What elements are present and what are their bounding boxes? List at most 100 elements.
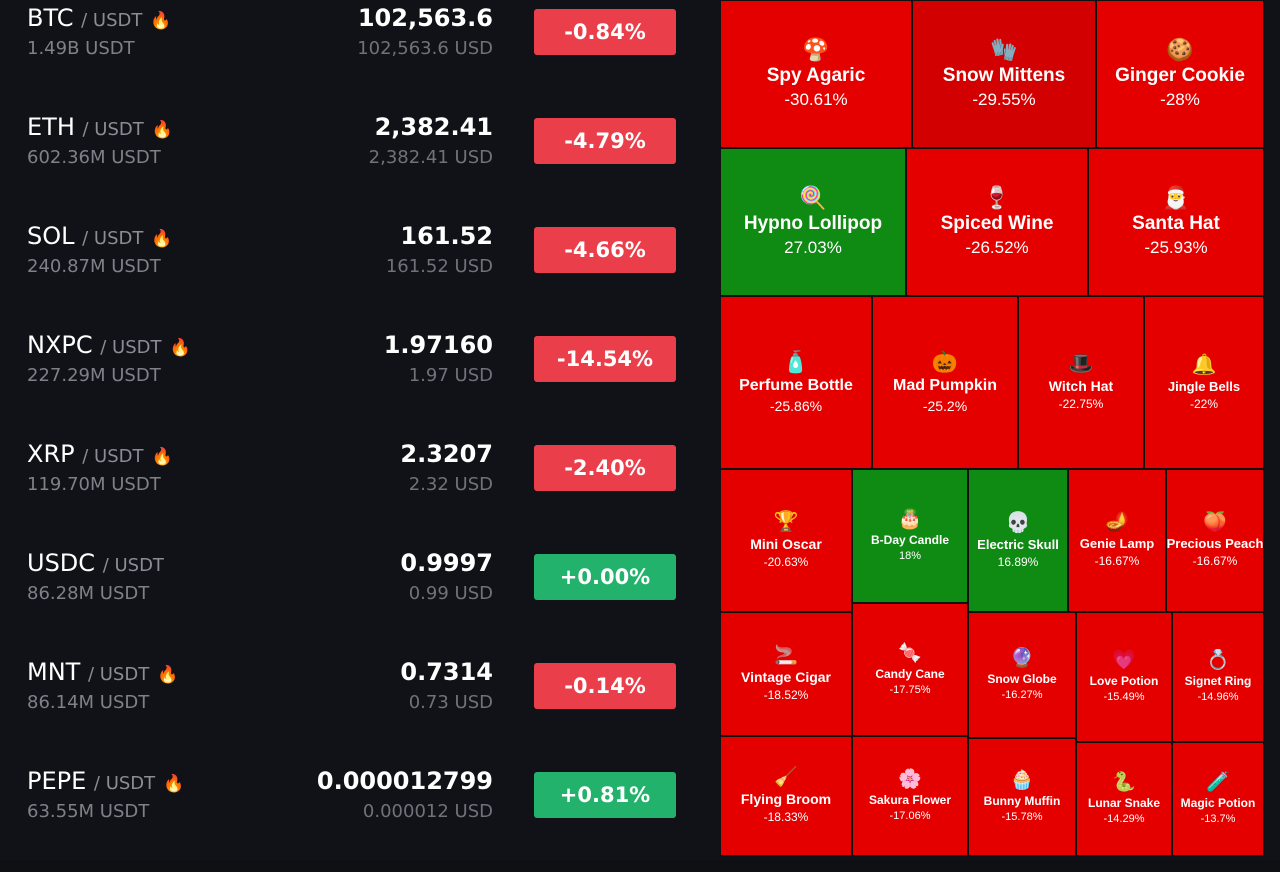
tile-name: Perfume Bottle <box>739 376 853 394</box>
heatmap-tile[interactable]: 🧴 Perfume Bottle -25.86% <box>720 296 872 469</box>
price-usd: 2,382.41 USD <box>368 147 493 168</box>
santa-hat-icon: 🎅 <box>1162 184 1190 210</box>
heatmap-tile[interactable]: 💀 Electric Skull 16.89% <box>968 469 1068 612</box>
price-usd: 1.97 USD <box>408 365 493 386</box>
last-price: 0.7314 <box>400 658 493 686</box>
base-symbol: MNT <box>27 658 81 686</box>
market-row-pepe[interactable]: PEPE / USDT 🔥 63.55M USDT 0.000012799 0.0… <box>0 763 700 872</box>
snow-globe-icon: 🔮 <box>1010 648 1034 669</box>
heatmap-tile[interactable]: 🍑 Precious Peach -16.67% <box>1166 469 1264 612</box>
tile-change: -16.67% <box>1192 554 1238 568</box>
fire-icon: 🔥 <box>169 338 191 358</box>
tile-change: -14.96% <box>1197 691 1239 703</box>
change-badge[interactable]: -4.66% <box>534 227 676 273</box>
change-badge[interactable]: -2.40% <box>534 445 676 491</box>
last-price: 1.97160 <box>383 331 493 359</box>
heatmap-tile[interactable]: 🌸 Sakura Flower -17.06% <box>852 736 968 856</box>
base-symbol: SOL <box>27 222 75 250</box>
heatmap-tile[interactable]: 🪔 Genie Lamp -16.67% <box>1068 469 1166 612</box>
price-usd: 102,563.6 USD <box>357 38 493 59</box>
fire-icon: 🔥 <box>150 11 172 31</box>
heatmap-tile[interactable]: 🐍 Lunar Snake -14.29% <box>1076 742 1172 856</box>
heatmap-tile[interactable]: 🔔 Jingle Bells -22% <box>1144 296 1264 469</box>
tile-name: Vintage Cigar <box>741 669 831 685</box>
birthday-cake-icon: 🎂 <box>898 509 922 530</box>
change-badge[interactable]: +0.81% <box>534 772 676 818</box>
genie-lamp-icon: 🪔 <box>1105 512 1129 533</box>
price-usd: 0.99 USD <box>408 583 493 604</box>
price-usd: 0.000012 USD <box>362 801 493 822</box>
tile-change: -15.49% <box>1103 691 1145 703</box>
heatmap-tile[interactable]: 🎂 B-Day Candle 18% <box>852 469 968 603</box>
tile-name: Snow Mittens <box>942 64 1066 86</box>
heatmap-tile[interactable]: 🍪 Ginger Cookie -28% <box>1096 0 1264 148</box>
pair-label: NXPC / USDT 🔥 <box>27 331 191 359</box>
heatmap-tile[interactable]: 🧁 Bunny Muffin -15.78% <box>968 738 1076 856</box>
heatmap-tile[interactable]: 🏆 Mini Oscar -20.63% <box>720 469 852 612</box>
cigar-icon: 🚬 <box>774 645 798 666</box>
market-row-eth[interactable]: ETH / USDT 🔥 602.36M USDT 2,382.41 2,382.… <box>0 109 700 218</box>
market-row-xrp[interactable]: XRP / USDT 🔥 119.70M USDT 2.3207 2.32 USD… <box>0 436 700 545</box>
heatmap-tile[interactable]: 🧪 Magic Potion -13.7% <box>1172 742 1264 856</box>
tile-change: -16.27% <box>1001 689 1043 701</box>
last-price: 161.52 <box>400 222 493 250</box>
broom-icon: 🧹 <box>774 767 798 788</box>
gingerbread-icon: 🍪 <box>1166 36 1194 62</box>
market-row-nxpc[interactable]: NXPC / USDT 🔥 227.29M USDT 1.97160 1.97 U… <box>0 327 700 436</box>
tile-change: -14.29% <box>1103 813 1145 825</box>
market-row-sol[interactable]: SOL / USDT 🔥 240.87M USDT 161.52 161.52 U… <box>0 218 700 327</box>
tile-name: Mad Pumpkin <box>892 376 997 394</box>
tile-name: Precious Peach <box>1166 536 1264 551</box>
heatmap-tile[interactable]: 🎩 Witch Hat -22.75% <box>1018 296 1144 469</box>
tile-change: -25.93% <box>1144 237 1208 257</box>
tile-name: Mini Oscar <box>750 536 822 552</box>
base-symbol: PEPE <box>27 767 87 795</box>
pair-label: SOL / USDT 🔥 <box>27 222 173 250</box>
fire-icon: 🔥 <box>157 665 179 685</box>
heatmap-tile[interactable]: 🍷 Spiced Wine -26.52% <box>906 148 1088 296</box>
volume-label: 86.28M USDT <box>27 583 150 604</box>
pair-label: XRP / USDT 🔥 <box>27 440 173 468</box>
tile-name: Lunar Snake <box>1087 796 1161 810</box>
volume-label: 119.70M USDT <box>27 474 161 495</box>
base-symbol: ETH <box>27 113 75 141</box>
wine-glass-icon: 🍷 <box>983 184 1011 210</box>
change-badge[interactable]: +0.00% <box>534 554 676 600</box>
tile-name: Bunny Muffin <box>983 794 1061 808</box>
pumpkin-icon: 🎃 <box>931 350 959 374</box>
tile-change: -17.06% <box>889 810 931 822</box>
lollipop-icon: 🍭 <box>799 184 827 210</box>
last-price: 102,563.6 <box>357 4 493 32</box>
market-row-usdc[interactable]: USDC / USDT 86.28M USDT 0.9997 0.99 USD … <box>0 545 700 654</box>
bells-icon: 🔔 <box>1191 353 1217 376</box>
tile-name: Snow Globe <box>987 672 1057 686</box>
change-badge[interactable]: -0.84% <box>534 9 676 55</box>
heatmap-tile[interactable]: 🔮 Snow Globe -16.27% <box>968 612 1076 738</box>
volume-label: 86.14M USDT <box>27 692 150 713</box>
tile-name: Electric Skull <box>977 536 1059 552</box>
market-row-mnt[interactable]: MNT / USDT 🔥 86.14M USDT 0.7314 0.73 USD … <box>0 654 700 763</box>
change-badge[interactable]: -4.79% <box>534 118 676 164</box>
heatmap-tile[interactable]: 🧤 Snow Mittens -29.55% <box>912 0 1096 148</box>
last-price: 2.3207 <box>400 440 493 468</box>
mushroom-icon: 🍄 <box>802 36 830 62</box>
perfume-bottle-icon: 🧴 <box>782 350 810 374</box>
tile-name: Santa Hat <box>1132 212 1220 234</box>
tile-change: -17.75% <box>889 683 931 696</box>
cherry-blossom-icon: 🌸 <box>898 769 922 790</box>
heatmap-tile[interactable]: 🚬 Vintage Cigar -18.52% <box>720 612 852 736</box>
heatmap-tile[interactable]: 💍 Signet Ring -14.96% <box>1172 612 1264 742</box>
tile-name: Sakura Flower <box>868 793 952 807</box>
magic-potion-icon: 🧪 <box>1206 772 1230 793</box>
heatmap-tile[interactable]: 🍬 Candy Cane -17.75% <box>852 603 968 736</box>
heatmap-tile[interactable]: 💗 Love Potion -15.49% <box>1076 612 1172 742</box>
change-badge[interactable]: -14.54% <box>534 336 676 382</box>
market-row-btc[interactable]: BTC / USDT 🔥 1.49B USDT 102,563.6 102,563… <box>0 0 700 109</box>
tile-change: -26.52% <box>965 237 1029 257</box>
heatmap-tile[interactable]: 🧹 Flying Broom -18.33% <box>720 736 852 856</box>
heatmap-tile[interactable]: 🍄 Spy Agaric -30.61% <box>720 0 912 148</box>
heatmap-tile[interactable]: 🎅 Santa Hat -25.93% <box>1088 148 1264 296</box>
change-badge[interactable]: -0.14% <box>534 663 676 709</box>
heatmap-tile[interactable]: 🎃 Mad Pumpkin -25.2% <box>872 296 1018 469</box>
heatmap-tile[interactable]: 🍭 Hypno Lollipop 27.03% <box>720 148 906 296</box>
